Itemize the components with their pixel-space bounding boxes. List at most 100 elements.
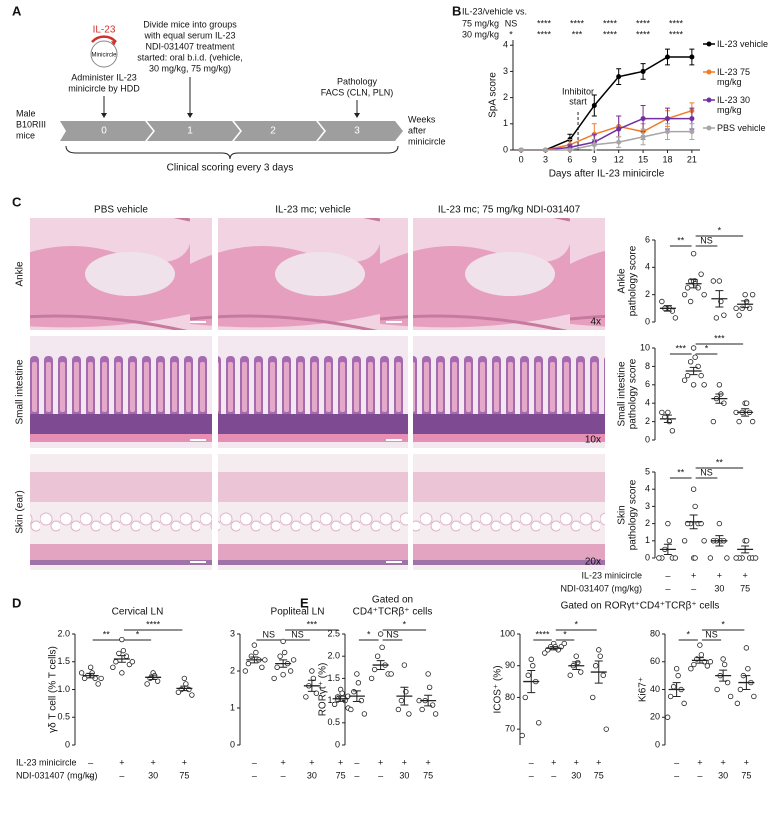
- dot: [525, 672, 531, 678]
- magnification: 20x: [585, 557, 601, 568]
- dot: [665, 520, 671, 527]
- panel-label: B: [452, 3, 461, 18]
- group-sign: –: [665, 570, 670, 580]
- dot: [672, 555, 679, 561]
- step-text: NDI-031407 treatment: [145, 41, 235, 51]
- dot: [280, 672, 286, 678]
- sem-bar: [549, 646, 558, 651]
- cohort-text: mice: [16, 130, 35, 140]
- data-point: [640, 68, 646, 74]
- y-tick-label: 4: [645, 484, 650, 494]
- group-sign: –: [354, 757, 359, 767]
- panel-label: A: [12, 3, 22, 18]
- y-tick-label: 2.5: [327, 628, 340, 638]
- group-sign: +: [551, 757, 556, 767]
- dot: [110, 664, 116, 670]
- dot: [745, 665, 751, 672]
- y-tick-label: 3: [503, 66, 508, 76]
- dot: [681, 700, 687, 707]
- sem-bar: [663, 305, 672, 312]
- sem-bar: [250, 656, 259, 664]
- significance: *: [563, 629, 567, 639]
- significance: *: [136, 629, 140, 639]
- dot: [656, 555, 662, 561]
- data-point: [664, 54, 670, 60]
- dot: [406, 711, 412, 717]
- data-point: [591, 102, 597, 108]
- significance: ****: [603, 18, 618, 28]
- histology-image: [413, 218, 605, 330]
- data-point: [518, 147, 524, 153]
- dot: [87, 664, 94, 670]
- dot: [733, 305, 739, 312]
- sem-bar: [715, 290, 724, 308]
- panel-label: C: [12, 194, 22, 209]
- dot: [707, 555, 714, 561]
- x-tick-label: 18: [662, 154, 672, 164]
- y-tick-label: 6: [645, 234, 650, 244]
- group-sign: –: [529, 770, 534, 780]
- significance: *: [509, 29, 513, 39]
- group-sign: –: [354, 770, 359, 780]
- axis-text: after: [408, 125, 426, 135]
- dot: [277, 653, 283, 659]
- y-tick-label: 2: [645, 416, 650, 426]
- group-sign: 75: [423, 770, 433, 780]
- dot: [116, 650, 122, 657]
- significance: ***: [675, 343, 686, 353]
- data-point: [640, 134, 646, 140]
- dot: [313, 690, 320, 696]
- y-tick-label: 1.0: [327, 695, 340, 705]
- dot: [704, 663, 711, 669]
- group-sign: 30: [714, 583, 724, 593]
- timeline-segment: [234, 121, 324, 141]
- significance: ***: [714, 333, 725, 343]
- dot: [251, 642, 258, 648]
- dot: [749, 418, 756, 425]
- series-line: [521, 117, 692, 151]
- dot: [710, 278, 717, 284]
- dot: [675, 672, 681, 679]
- sem-bar: [117, 655, 126, 663]
- dot: [659, 298, 665, 305]
- dot: [522, 694, 528, 701]
- data-point: [567, 147, 573, 153]
- group-sign: +: [425, 757, 430, 767]
- y-tick-label: 6: [645, 379, 650, 389]
- dot: [339, 690, 345, 696]
- row-label: Ankle: [15, 261, 26, 286]
- timeline-segment: [318, 121, 403, 141]
- week-label: 0: [101, 126, 107, 137]
- dot: [348, 706, 354, 713]
- group-row-label: NDI-031407 (mg/kg): [16, 770, 98, 780]
- row-label: Skin (ear): [15, 490, 26, 533]
- dot: [600, 672, 606, 678]
- y-tick-label: 3: [645, 501, 650, 511]
- group-sign: +: [744, 757, 749, 767]
- significance: *: [718, 225, 722, 235]
- dot: [692, 503, 698, 510]
- dot: [720, 656, 726, 662]
- dot: [692, 354, 698, 360]
- step-text: 30 mg/kg, 75 mg/kg): [149, 63, 231, 73]
- significance: ****: [669, 18, 684, 28]
- marker-label: start: [569, 96, 587, 106]
- sem-bar: [400, 686, 409, 706]
- dot: [242, 668, 249, 674]
- y-tick-label: 100: [500, 628, 515, 638]
- y-tick-label: 5: [645, 466, 650, 476]
- histology-image: [413, 454, 605, 570]
- x-tick-label: 3: [543, 154, 548, 164]
- y-tick-label: 1.5: [327, 673, 340, 683]
- group-sign: –: [674, 770, 679, 780]
- dot: [331, 701, 338, 707]
- dot: [724, 555, 730, 561]
- data-point: [640, 116, 646, 122]
- histology-image: [30, 454, 212, 570]
- y-tick-label: 10: [640, 342, 650, 352]
- histology-grid: PBS vehicle IL-23 mc; vehicle IL-23 mc; …: [15, 205, 605, 570]
- axis-text: minicircle: [408, 136, 446, 146]
- series-line: [521, 56, 692, 151]
- dot: [92, 675, 98, 682]
- dot: [743, 645, 750, 651]
